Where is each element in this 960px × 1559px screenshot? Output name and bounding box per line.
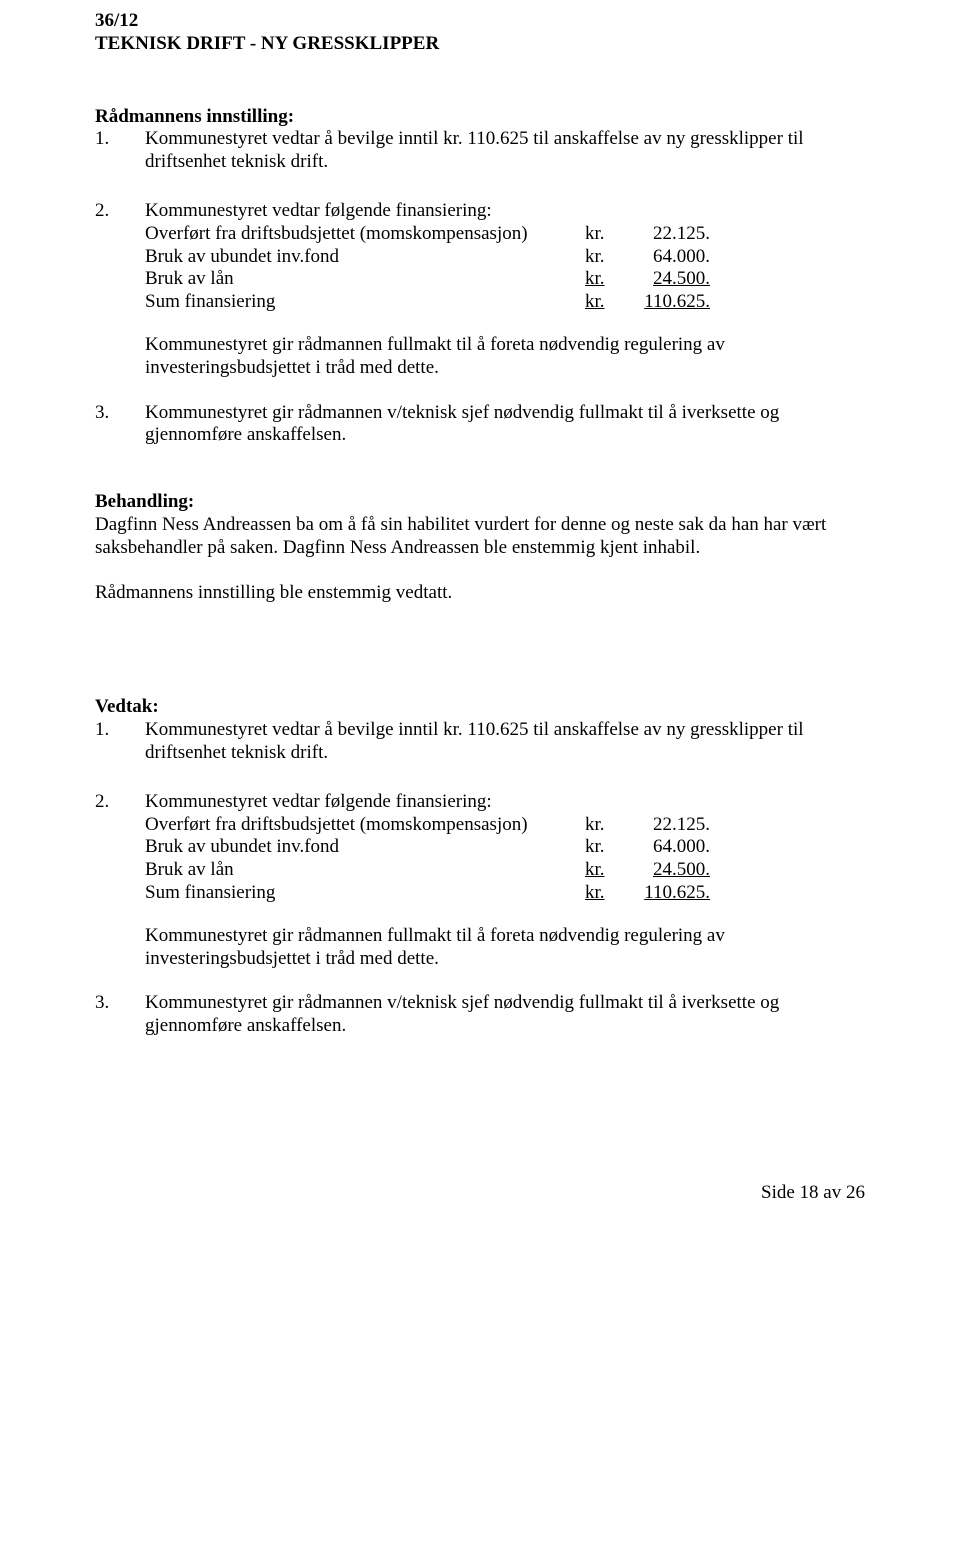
- fin-val: 22.125.: [630, 223, 710, 246]
- item-3: 3. Kommunestyret gir rådmannen v/teknisk…: [95, 402, 865, 448]
- vedtak-item-1-text: Kommunestyret vedtar å bevilge inntil kr…: [145, 719, 865, 765]
- vedtak-item-2-num: 2.: [95, 791, 145, 905]
- vedtak-fin-row-3: Sum finansiering kr. 110.625.: [145, 882, 865, 905]
- vedtak-fullmakt-text: Kommunestyret gir rådmannen fullmakt til…: [145, 925, 865, 971]
- vedtak-item-2-text: Kommunestyret vedtar følgende finansieri…: [145, 791, 865, 814]
- fin-kr: kr.: [585, 223, 630, 246]
- fin-label: Bruk av lån: [145, 859, 585, 882]
- fin-label: Sum finansiering: [145, 291, 585, 314]
- fin-row-0: Overført fra driftsbudsjettet (momskompe…: [145, 223, 865, 246]
- fin-val: 110.625.: [630, 882, 710, 905]
- fin-kr: kr.: [585, 882, 630, 905]
- fin-label: Sum finansiering: [145, 882, 585, 905]
- document-page: 36/12 TEKNISK DRIFT - NY GRESSKLIPPER Rå…: [0, 0, 960, 1245]
- item-3-num: 3.: [95, 402, 145, 448]
- fin-val: 22.125.: [630, 814, 710, 837]
- fin-row-2: Bruk av lån kr. 24.500.: [145, 268, 865, 291]
- vedtak-item-1: 1. Kommunestyret vedtar å bevilge inntil…: [95, 719, 865, 765]
- innstilling-vedtatt: Rådmannens innstilling ble enstemmig ved…: [95, 582, 865, 605]
- fin-label: Bruk av lån: [145, 268, 585, 291]
- vedtak-item-1-num: 1.: [95, 719, 145, 765]
- fin-val: 24.500.: [630, 859, 710, 882]
- item-1: 1. Kommunestyret vedtar å bevilge inntil…: [95, 128, 865, 174]
- fin-val: 64.000.: [630, 836, 710, 859]
- fin-label: Overført fra driftsbudsjettet (momskompe…: [145, 223, 585, 246]
- vedtak-fin-row-0: Overført fra driftsbudsjettet (momskompe…: [145, 814, 865, 837]
- fin-row-3: Sum finansiering kr. 110.625.: [145, 291, 865, 314]
- vedtak-fin-row-2: Bruk av lån kr. 24.500.: [145, 859, 865, 882]
- fin-label: Overført fra driftsbudsjettet (momskompe…: [145, 814, 585, 837]
- fin-kr: kr.: [585, 246, 630, 269]
- fin-kr: kr.: [585, 814, 630, 837]
- fin-label: Bruk av ubundet inv.fond: [145, 836, 585, 859]
- case-number: 36/12: [95, 10, 865, 33]
- behandling-heading: Behandling:: [95, 491, 865, 514]
- doc-title: TEKNISK DRIFT - NY GRESSKLIPPER: [95, 33, 865, 56]
- vedtak-item-3-text: Kommunestyret gir rådmannen v/teknisk sj…: [145, 992, 865, 1038]
- fullmakt-text: Kommunestyret gir rådmannen fullmakt til…: [145, 334, 865, 380]
- fin-kr: kr.: [585, 859, 630, 882]
- vedtak-item-3: 3. Kommunestyret gir rådmannen v/teknisk…: [95, 992, 865, 1038]
- fin-kr: kr.: [585, 268, 630, 291]
- item-2: 2. Kommunestyret vedtar følgende finansi…: [95, 200, 865, 314]
- radmannens-heading: Rådmannens innstilling:: [95, 106, 865, 129]
- item-2-text: Kommunestyret vedtar følgende finansieri…: [145, 200, 865, 223]
- item-2-num: 2.: [95, 200, 145, 314]
- item-1-text: Kommunestyret vedtar å bevilge inntil kr…: [145, 128, 865, 174]
- item-1-num: 1.: [95, 128, 145, 174]
- fin-val: 110.625.: [630, 291, 710, 314]
- vedtak-fin-row-1: Bruk av ubundet inv.fond kr. 64.000.: [145, 836, 865, 859]
- page-footer: Side 18 av 26: [95, 1182, 865, 1205]
- fin-label: Bruk av ubundet inv.fond: [145, 246, 585, 269]
- fin-kr: kr.: [585, 836, 630, 859]
- item-3-text: Kommunestyret gir rådmannen v/teknisk sj…: [145, 402, 865, 448]
- fin-row-1: Bruk av ubundet inv.fond kr. 64.000.: [145, 246, 865, 269]
- fin-val: 64.000.: [630, 246, 710, 269]
- vedtak-item-3-num: 3.: [95, 992, 145, 1038]
- behandling-text: Dagfinn Ness Andreassen ba om å få sin h…: [95, 514, 865, 560]
- fin-kr: kr.: [585, 291, 630, 314]
- fin-val: 24.500.: [630, 268, 710, 291]
- vedtak-heading: Vedtak:: [95, 696, 865, 719]
- vedtak-item-2: 2. Kommunestyret vedtar følgende finansi…: [95, 791, 865, 905]
